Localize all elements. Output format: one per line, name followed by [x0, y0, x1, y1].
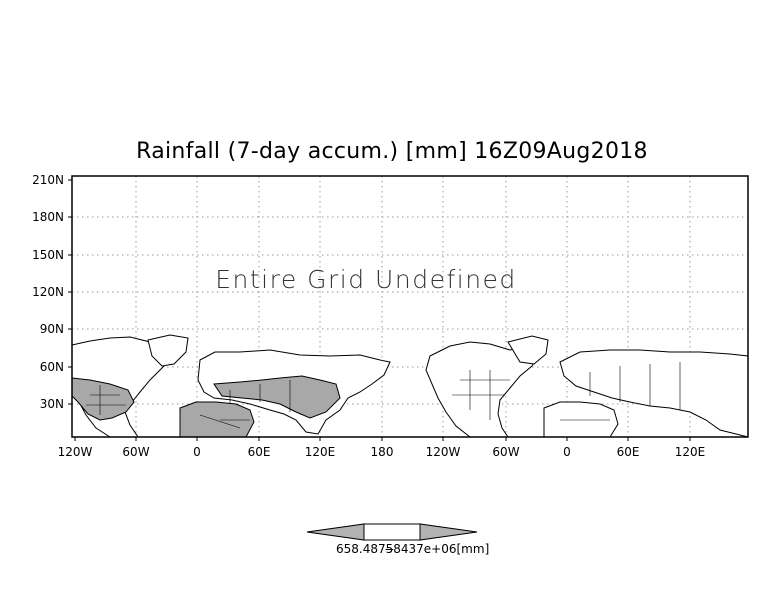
lat-tick-150n: 150N — [32, 248, 64, 262]
colorbar-label: 658.4875̶8437e+06[mm] — [336, 542, 490, 556]
lat-tick-labels: 210N 180N 150N 120N 90N 60N 30N — [32, 173, 64, 411]
lon-tick-0: 0 — [193, 445, 201, 459]
lon-tick-120e: 120E — [305, 445, 336, 459]
lat-tick-90n: 90N — [40, 322, 64, 336]
colorbar-box — [363, 523, 421, 541]
eurasia-right — [559, 349, 749, 438]
lon-tick-60e: 60E — [248, 445, 271, 459]
africa-shaded-left — [179, 401, 255, 438]
lat-tick-60n: 60N — [40, 360, 64, 374]
lat-tick-30n: 30N — [40, 397, 64, 411]
lon-tick-180: 180 — [371, 445, 394, 459]
colorbar-left-arrow — [306, 523, 365, 541]
lat-tick-210n: 210N — [32, 173, 64, 187]
lon-tick-60w: 60W — [122, 445, 149, 459]
map-title: Rainfall (7-day accum.) [mm] 16Z09Aug201… — [136, 139, 648, 164]
continents — [71, 334, 749, 438]
colorbar-right-arrow — [419, 523, 478, 541]
undefined-grid-message: Entire Grid Undefined — [215, 265, 517, 294]
lon-tick-120w-2: 120W — [426, 445, 461, 459]
lat-tick-180n: 180N — [32, 210, 64, 224]
tick-marks — [68, 179, 691, 441]
lon-tick-60w-2: 60W — [492, 445, 519, 459]
greenland-left — [147, 334, 189, 367]
country-borders — [86, 362, 681, 429]
usa-shaded-left — [71, 377, 135, 421]
colorbar — [306, 523, 478, 541]
map-frame — [71, 175, 749, 438]
lon-tick-labels: 120W 60W 0 60E 120E 180 120W 60W 0 60E 1… — [58, 445, 706, 459]
graticule — [72, 176, 748, 437]
lon-tick-120w: 120W — [58, 445, 93, 459]
africa-right — [543, 401, 619, 438]
lon-tick-60e-2: 60E — [617, 445, 640, 459]
lon-tick-120e-2: 120E — [675, 445, 706, 459]
north-america-right — [425, 341, 541, 438]
lat-tick-120n: 120N — [32, 285, 64, 299]
greenland-right — [507, 335, 549, 365]
asia-shaded-left — [213, 375, 341, 419]
lon-tick-0-2: 0 — [563, 445, 571, 459]
